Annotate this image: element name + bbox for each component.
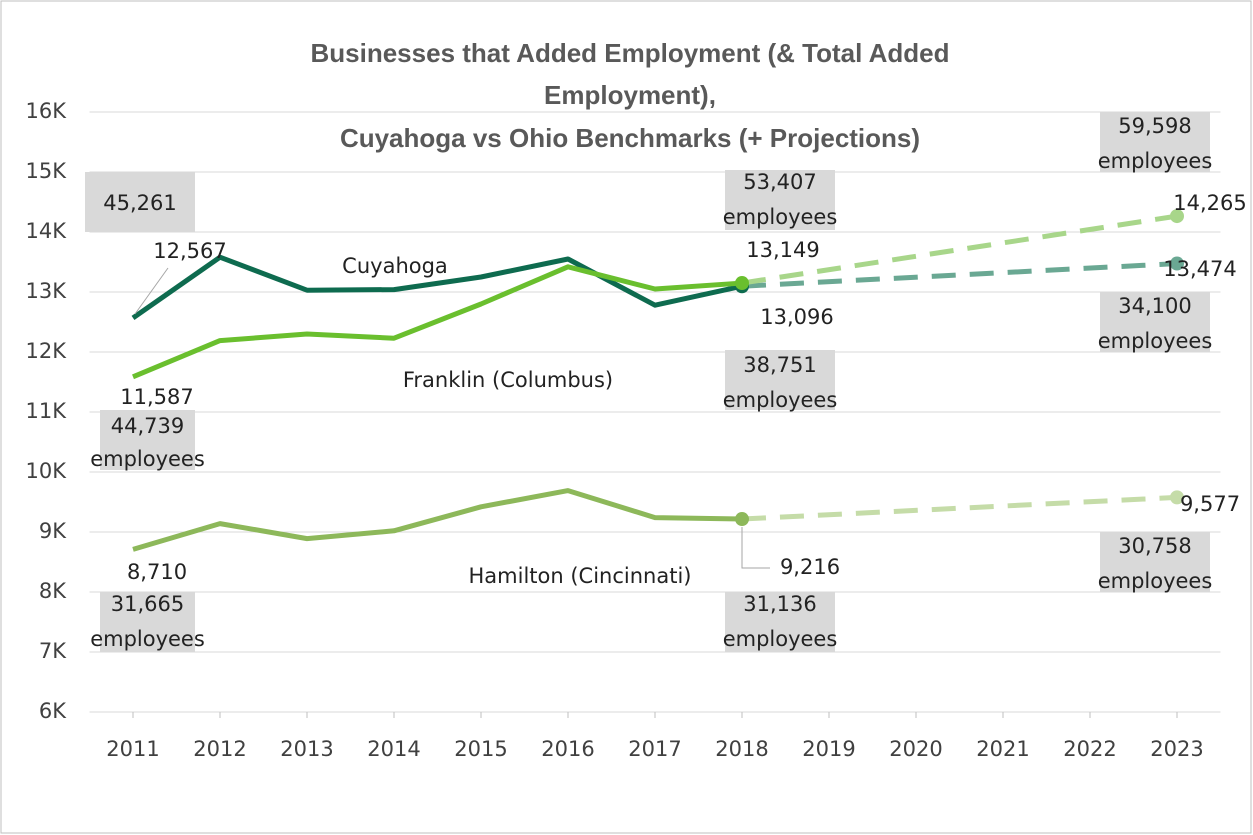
data-label: 11,587 bbox=[120, 385, 193, 409]
y-tick-label: 9K bbox=[39, 519, 67, 543]
series-label: Franklin (Columbus) bbox=[403, 368, 613, 392]
marker bbox=[735, 276, 749, 291]
data-label: 13,149 bbox=[746, 238, 819, 262]
marker bbox=[1170, 490, 1184, 505]
x-tick-label: 2022 bbox=[1063, 737, 1116, 761]
x-tick-label: 2016 bbox=[541, 737, 594, 761]
x-tick-label: 2012 bbox=[193, 737, 246, 761]
annotation-box bbox=[100, 592, 195, 652]
annotation: 59,598 bbox=[1118, 114, 1191, 138]
annotation: employees bbox=[1098, 569, 1213, 593]
projection-line bbox=[741, 494, 1178, 522]
data-label: 9,216 bbox=[780, 555, 840, 579]
series-line bbox=[132, 264, 743, 380]
x-tick-label: 2015 bbox=[454, 737, 507, 761]
y-tick-label: 13K bbox=[26, 279, 68, 303]
marker bbox=[1170, 256, 1184, 271]
y-tick-label: 11K bbox=[26, 399, 68, 423]
annotation-box bbox=[1100, 532, 1210, 592]
annotation: employees bbox=[90, 627, 205, 651]
x-tick-label: 2020 bbox=[889, 737, 942, 761]
x-tick-label: 2011 bbox=[106, 737, 159, 761]
data-label: 12,567 bbox=[153, 239, 226, 263]
y-tick-label: 16K bbox=[26, 99, 68, 123]
annotation: employees bbox=[90, 447, 205, 471]
data-label: 13,096 bbox=[760, 305, 833, 329]
y-tick-label: 15K bbox=[26, 159, 68, 183]
annotation: 44,739 bbox=[111, 414, 184, 438]
data-label: 9,577 bbox=[1180, 492, 1240, 516]
data-label: 14,265 bbox=[1173, 191, 1246, 215]
x-tick-label: 2017 bbox=[628, 737, 681, 761]
chart-title: Employment), bbox=[544, 80, 716, 110]
annotation-box bbox=[85, 172, 195, 232]
annotation: employees bbox=[723, 388, 838, 412]
annotation: 31,136 bbox=[743, 592, 816, 616]
leader-line bbox=[134, 267, 169, 315]
annotation: employees bbox=[1098, 329, 1213, 353]
annotation: 53,407 bbox=[743, 170, 816, 194]
annotation-box bbox=[725, 170, 835, 230]
y-tick-label: 14K bbox=[26, 219, 68, 243]
series-line bbox=[131, 254, 743, 321]
x-tick-label: 2019 bbox=[802, 737, 855, 761]
annotation: 31,665 bbox=[111, 592, 184, 616]
marker bbox=[735, 512, 749, 527]
data-label: 13,474 bbox=[1163, 257, 1236, 281]
annotation: 45,261 bbox=[103, 191, 176, 215]
y-tick-label: 8K bbox=[39, 579, 67, 603]
series-label: Hamilton (Cincinnati) bbox=[469, 564, 692, 588]
projection-line bbox=[741, 261, 1178, 289]
x-tick-label: 2013 bbox=[280, 737, 333, 761]
annotation-box bbox=[1100, 112, 1210, 172]
annotation: employees bbox=[1098, 149, 1213, 173]
annotation-box bbox=[100, 410, 195, 470]
leader-line bbox=[741, 527, 770, 569]
series-line bbox=[132, 488, 743, 552]
y-tick-label: 7K bbox=[39, 639, 67, 663]
annotation: 34,100 bbox=[1118, 294, 1191, 318]
chart-title: Cuyahoga vs Ohio Benchmarks (+ Projectio… bbox=[340, 123, 920, 153]
x-tick-label: 2023 bbox=[1150, 737, 1203, 761]
series-label: Cuyahoga bbox=[342, 254, 448, 278]
data-label: 8,710 bbox=[127, 560, 187, 584]
y-tick-label: 6K bbox=[39, 699, 67, 723]
chart-title: Businesses that Added Employment (& Tota… bbox=[311, 38, 950, 68]
annotation-box bbox=[725, 350, 835, 410]
annotation-box bbox=[1100, 292, 1210, 352]
annotation: employees bbox=[723, 627, 838, 651]
x-tick-label: 2021 bbox=[976, 737, 1029, 761]
annotation: employees bbox=[723, 205, 838, 229]
y-tick-label: 12K bbox=[26, 339, 68, 363]
annotation: 30,758 bbox=[1118, 534, 1191, 558]
annotation-box bbox=[725, 592, 835, 652]
marker bbox=[1170, 209, 1184, 224]
x-tick-label: 2014 bbox=[367, 737, 420, 761]
annotation: 38,751 bbox=[743, 353, 816, 377]
y-tick-label: 10K bbox=[26, 459, 68, 483]
x-tick-label: 2018 bbox=[715, 737, 768, 761]
